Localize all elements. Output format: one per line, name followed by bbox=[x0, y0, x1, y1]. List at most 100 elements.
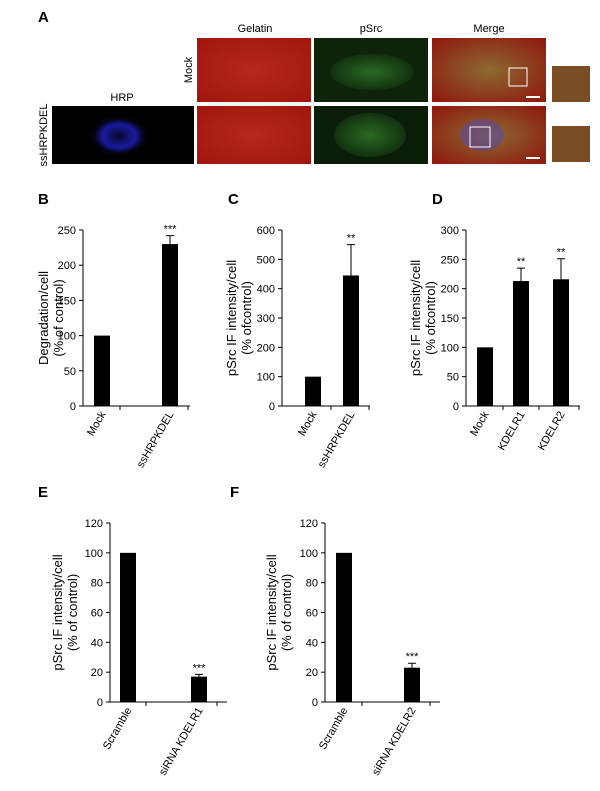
y-tick-label: 200 bbox=[257, 342, 275, 354]
image-merge-mock bbox=[432, 38, 546, 102]
y-tick-label: 600 bbox=[257, 225, 275, 237]
y-axis-label: pSrc IF intensity/cell bbox=[264, 554, 279, 670]
bar bbox=[477, 347, 493, 406]
y-tick-label: 80 bbox=[306, 578, 318, 590]
y-tick-label: 40 bbox=[91, 637, 103, 649]
inset bbox=[552, 126, 590, 162]
bar bbox=[94, 335, 110, 406]
cell bbox=[89, 115, 149, 157]
panel-letter: A bbox=[38, 9, 49, 26]
x-tick-label: Mock bbox=[296, 409, 320, 438]
x-tick-label: Scramble bbox=[101, 706, 135, 752]
significance: *** bbox=[164, 224, 178, 236]
y-tick-label: 0 bbox=[312, 697, 318, 709]
y-tick-label: 150 bbox=[58, 295, 76, 307]
y-tick-label: 150 bbox=[441, 313, 459, 325]
y-tick-label: 0 bbox=[269, 401, 275, 413]
significance: ** bbox=[347, 233, 356, 245]
inset-box bbox=[508, 67, 528, 87]
y-tick-label: 100 bbox=[58, 331, 76, 343]
y-tick-label: 400 bbox=[257, 284, 275, 296]
y-tick-label: 20 bbox=[91, 667, 103, 679]
y-tick-label: 60 bbox=[91, 608, 103, 620]
bar bbox=[336, 552, 352, 702]
y-tick-label: 120 bbox=[85, 518, 103, 530]
significance: *** bbox=[406, 651, 420, 663]
x-tick-label: ssHRPKDEL bbox=[135, 410, 177, 471]
x-tick-label: siRNA KDELR1 bbox=[157, 706, 206, 778]
column-label: HRP bbox=[110, 92, 133, 104]
y-tick-label: 250 bbox=[441, 254, 459, 266]
bar bbox=[553, 279, 569, 406]
image-gelatin-mock bbox=[197, 38, 311, 102]
column-label: Gelatin bbox=[238, 23, 273, 35]
y-tick-label: 0 bbox=[97, 697, 103, 709]
y-tick-label: 80 bbox=[91, 578, 103, 590]
bar bbox=[191, 676, 207, 702]
y-tick-label: 50 bbox=[447, 372, 459, 384]
bar bbox=[513, 281, 529, 406]
x-tick-label: siRNA KDELR2 bbox=[370, 706, 419, 778]
y-tick-label: 40 bbox=[306, 637, 318, 649]
row-label: ssHRPKDEL bbox=[38, 104, 50, 167]
cell bbox=[330, 54, 414, 90]
bar bbox=[305, 376, 321, 406]
error-bar bbox=[408, 662, 416, 668]
inset-box bbox=[469, 126, 491, 148]
error-bar bbox=[166, 235, 174, 245]
y-tick-label: 120 bbox=[300, 518, 318, 530]
y-axis-label: pSrc IF intensity/cell bbox=[50, 554, 65, 670]
bar bbox=[162, 244, 178, 406]
y-tick-label: 100 bbox=[441, 342, 459, 354]
y-tick-label: 250 bbox=[58, 225, 76, 237]
cell bbox=[334, 113, 406, 157]
panel-letter: D bbox=[432, 191, 443, 208]
y-axis-label: pSrc IF intensity/cell bbox=[408, 260, 423, 376]
panel-letter: E bbox=[38, 484, 48, 501]
error-bar bbox=[557, 258, 565, 280]
y-axis-label: (% ofcontrol) bbox=[423, 281, 438, 355]
y-axis-label: pSrc IF intensity/cell bbox=[224, 260, 239, 376]
y-tick-label: 100 bbox=[257, 372, 275, 384]
y-tick-label: 200 bbox=[441, 284, 459, 296]
error-bar bbox=[347, 244, 355, 276]
panel-letter: C bbox=[228, 191, 239, 208]
micrographs bbox=[52, 38, 590, 164]
significance: ** bbox=[517, 256, 526, 268]
y-tick-label: 200 bbox=[58, 260, 76, 272]
y-axis-label: (% of control) bbox=[51, 279, 66, 356]
y-tick-label: 500 bbox=[257, 254, 275, 266]
x-tick-label: Scramble bbox=[317, 706, 351, 752]
x-tick-label: ssHRPKDEL bbox=[316, 410, 358, 471]
y-tick-label: 0 bbox=[70, 401, 76, 413]
column-label: pSrc bbox=[360, 23, 383, 35]
y-tick-label: 300 bbox=[441, 225, 459, 237]
significance: ** bbox=[557, 247, 566, 259]
image-gelatin-kdel bbox=[197, 106, 311, 164]
significance: *** bbox=[193, 662, 207, 674]
y-tick-label: 100 bbox=[300, 548, 318, 560]
y-axis-label: Degradation/cell bbox=[36, 271, 51, 365]
y-axis-label: (% of control) bbox=[65, 574, 80, 651]
bar bbox=[120, 552, 136, 702]
x-tick-label: Mock bbox=[468, 409, 492, 438]
y-tick-label: 0 bbox=[453, 401, 459, 413]
x-tick-label: KDELR2 bbox=[536, 410, 568, 453]
error-bar bbox=[195, 673, 203, 677]
inset bbox=[552, 66, 590, 102]
y-tick-label: 20 bbox=[306, 667, 318, 679]
panel-letter: F bbox=[230, 484, 239, 501]
cell bbox=[460, 119, 504, 151]
y-tick-label: 60 bbox=[306, 608, 318, 620]
y-tick-label: 50 bbox=[64, 366, 76, 378]
bar bbox=[404, 667, 420, 702]
row-label: Mock bbox=[183, 56, 195, 83]
bar bbox=[343, 275, 359, 406]
x-tick-label: KDELR1 bbox=[496, 410, 528, 453]
y-axis-label: (% of control) bbox=[279, 574, 294, 651]
column-label: Merge bbox=[473, 23, 504, 35]
x-tick-label: Mock bbox=[85, 409, 109, 438]
y-axis-label: (% ofcontrol) bbox=[239, 281, 254, 355]
y-tick-label: 100 bbox=[85, 548, 103, 560]
